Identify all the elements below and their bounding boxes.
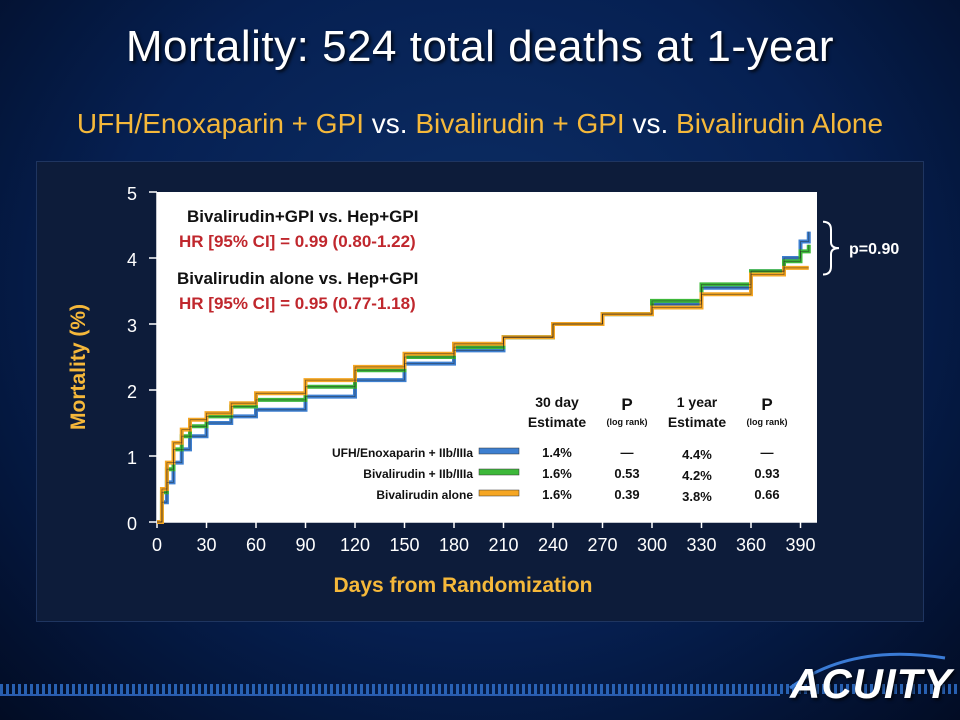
table-cell-p30: 0.39: [614, 487, 639, 502]
table-cell-p30: 0.53: [614, 466, 639, 481]
legend-swatch: [478, 468, 520, 476]
subtitle-arm-ufh: UFH/Enoxaparin + GPI: [76, 108, 365, 139]
x-tick-label: 270: [587, 535, 617, 555]
logo-swoosh-icon: [789, 652, 946, 690]
decorative-bar: [0, 684, 960, 694]
x-axis-title: Days from Randomization: [333, 574, 592, 597]
x-tick-label: 360: [736, 535, 766, 555]
table-cell-est1y: 4.4%: [682, 447, 712, 462]
p-brace: [822, 220, 840, 276]
acuity-logo: ACUITY: [790, 660, 953, 707]
subtitle-arm-biv-gpi: Bivalirudin + GPI: [415, 108, 625, 139]
subtitle-vs-2: vs.: [624, 108, 677, 139]
y-tick-label: 4: [127, 250, 137, 270]
x-tick-label: 0: [152, 535, 162, 555]
table-cell-p1y: —: [761, 445, 774, 460]
table-cell-est30: 1.6%: [542, 487, 572, 502]
y-axis-title: Mortality (%): [67, 304, 90, 430]
decorative-line: [0, 694, 780, 696]
x-tick-label: 240: [538, 535, 568, 555]
legend-swatch: [478, 489, 520, 497]
table-cell-p1y: 0.93: [754, 466, 779, 481]
x-tick-label: 60: [246, 535, 266, 555]
legend-swatch: [478, 447, 520, 455]
table-header-1year: 1 year: [677, 394, 718, 410]
table-cell-est30: 1.6%: [542, 466, 572, 481]
hr1-title: Bivalirudin+GPI vs. Hep+GPI: [187, 207, 418, 226]
hr1-value: HR [95% CI] = 0.99 (0.80-1.22): [179, 232, 416, 251]
plot-area: [157, 192, 817, 522]
p-value-label: p=0.90: [849, 241, 899, 258]
x-tick-label: 210: [488, 535, 518, 555]
y-tick-label: 3: [127, 316, 137, 336]
table-cell-est30: 1.4%: [542, 445, 572, 460]
hr2-title: Bivalirudin alone vs. Hep+GPI: [177, 269, 418, 288]
table-header-30day-estimate: Estimate: [528, 414, 587, 430]
table-header-1year-estimate: Estimate: [668, 414, 727, 430]
table-row-label: UFH/Enoxaparin + IIb/IIIa: [332, 446, 473, 460]
x-tick-label: 330: [686, 535, 716, 555]
x-tick-label: 180: [439, 535, 469, 555]
table-row-label: Bivalirudin + IIb/IIIa: [363, 467, 473, 481]
y-tick-label: 0: [127, 514, 137, 534]
x-tick-label: 300: [637, 535, 667, 555]
slide-title: Mortality: 524 total deaths at 1-year: [125, 22, 835, 71]
mortality-chart: 0 1 2 3 4 5 0 30 60 90 120 150 180 210 240 270 300 330 360…: [67, 184, 899, 597]
slide-subtitle: UFH/Enoxaparin + GPI vs. Bivalirudin + G…: [0, 108, 960, 140]
table-cell-p30: —: [621, 445, 634, 460]
chart-panel: 0 1 2 3 4 5 0 30 60 90 120 150 180 210 240 270 300 330 360…: [36, 161, 924, 622]
table-header-logrank-1y: (log rank): [746, 417, 787, 427]
y-tick-label: 2: [127, 382, 137, 402]
table-row-label: Bivalirudin alone: [376, 488, 473, 502]
x-tick-label: 90: [295, 535, 315, 555]
subtitle-vs-1: vs.: [364, 108, 416, 139]
table-header-p-30: P: [621, 395, 632, 414]
hr2-value: HR [95% CI] = 0.95 (0.77-1.18): [179, 294, 416, 313]
subtitle-arm-biv-alone: Bivalirudin Alone: [676, 108, 884, 139]
table-header-30day: 30 day: [535, 394, 579, 410]
x-tick-label: 150: [389, 535, 419, 555]
table-cell-p1y: 0.66: [754, 487, 779, 502]
table-cell-est1y: 3.8%: [682, 489, 712, 504]
series-outline: [157, 267, 809, 523]
x-tick-label: 30: [196, 535, 216, 555]
x-tick-label: 120: [340, 535, 370, 555]
table-cell-est1y: 4.2%: [682, 468, 712, 483]
table-header-logrank-30: (log rank): [606, 417, 647, 427]
x-tick-label: 390: [785, 535, 815, 555]
y-tick-label: 1: [127, 448, 137, 468]
table-header-p-1y: P: [761, 395, 772, 414]
y-tick-label: 5: [127, 184, 137, 204]
